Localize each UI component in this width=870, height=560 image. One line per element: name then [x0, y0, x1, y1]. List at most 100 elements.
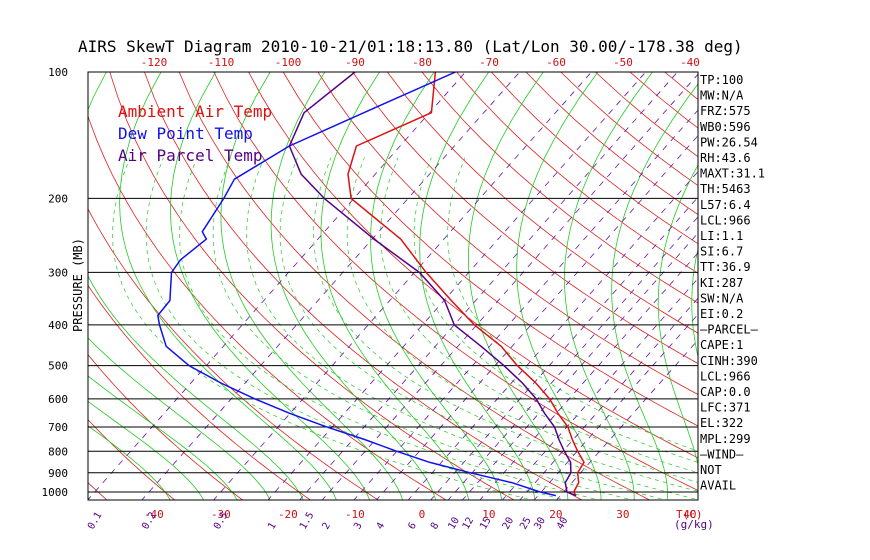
- bottom-temp-tick: 20: [549, 508, 562, 521]
- dry-adiabat-line: [386, 72, 698, 334]
- mixing-ratio-label: 8: [429, 521, 442, 532]
- stat-11: SI:6.7: [700, 245, 743, 259]
- pressure-tick-1000: 1000: [42, 486, 69, 499]
- mixing-ratio-label: 30: [532, 516, 548, 532]
- pressure-tick-700: 700: [48, 421, 68, 434]
- air-parcel-temp-line: [288, 72, 577, 497]
- top-temp-tick: -40: [680, 56, 700, 69]
- top-temp-tick: -60: [546, 56, 566, 69]
- stat-25: NOT: [700, 463, 722, 477]
- top-temp-tick: -120: [141, 56, 168, 69]
- dry-adiabat-line: [456, 72, 698, 274]
- mixing-ratio-label: 40: [555, 516, 571, 532]
- top-temp-tick: -100: [275, 56, 302, 69]
- top-temp-tick: -50: [613, 56, 633, 69]
- stat-16: —PARCEL—: [700, 323, 759, 337]
- mixing-ratio-label: 4: [375, 521, 388, 532]
- stat-13: KI:287: [700, 276, 743, 290]
- moist-adiabat-line: [270, 72, 437, 500]
- plot-frame: [87, 71, 699, 501]
- stat-26: AVAIL: [700, 479, 736, 493]
- bottom-temp-tick: 40: [683, 508, 696, 521]
- legend-air-parcel-temp: Air Parcel Temp: [118, 146, 263, 165]
- mixing-ratio-label: 20: [501, 516, 517, 532]
- stat-8: L57:6.4: [700, 198, 751, 212]
- stat-15: EI:0.2: [700, 307, 743, 321]
- moist-guide-line: [313, 157, 698, 492]
- pressure-tick-200: 200: [48, 192, 68, 205]
- bottom-temp-tick: 0: [419, 508, 426, 521]
- stat-14: SW:N/A: [700, 291, 744, 305]
- stat-12: TT:36.9: [700, 260, 751, 274]
- ambient-air-temp-line: [347, 72, 585, 496]
- moist-guide-line: [279, 157, 698, 500]
- pressure-tick-600: 600: [48, 393, 68, 406]
- stat-9: LCL:966: [700, 213, 751, 227]
- stat-17: CAPE:1: [700, 338, 743, 352]
- mixing-ratio-line: [501, 277, 698, 500]
- mixing-ratio-label: 25: [518, 516, 534, 532]
- pressure-tick-300: 300: [48, 266, 68, 279]
- pressure-axis: 100 200 300 400 500 600 700 800 900 1000: [42, 66, 69, 499]
- mixing-ratio-line: [461, 232, 698, 500]
- mixing-ratio-label: 12: [461, 516, 477, 532]
- moist-adiabat-line: [657, 164, 698, 467]
- dry-adiabat-line: [88, 482, 108, 500]
- mixing-ratio-unit-label: (g/kg): [674, 518, 714, 531]
- bottom-temp-tick: 10: [482, 508, 495, 521]
- mixing-ratio-line: [353, 109, 698, 500]
- pressure-tick-800: 800: [48, 445, 68, 458]
- dry-adiabat-line: [421, 72, 698, 304]
- top-temp-tick: -90: [345, 56, 365, 69]
- stat-6: MAXT:31.1: [700, 167, 765, 181]
- stat-1: MW:N/A: [700, 89, 744, 103]
- stat-2: FRZ:575: [700, 104, 751, 118]
- top-temp-tick: -80: [412, 56, 432, 69]
- mixing-ratio-label: 3: [352, 521, 365, 532]
- dry-adiabat-line: [282, 72, 698, 427]
- profile-series: [157, 72, 585, 497]
- pressure-tick-500: 500: [48, 360, 68, 373]
- moist-guide-line: [145, 157, 568, 500]
- stat-0: TP:100: [700, 73, 743, 87]
- dry-adiabat-line: [491, 72, 698, 245]
- bottom-temp-tick: 30: [616, 508, 629, 521]
- mixing-ratio-line: [447, 216, 698, 500]
- stat-19: LCL:966: [700, 369, 751, 383]
- stat-21: LFC:371: [700, 401, 751, 415]
- pressure-tick-900: 900: [48, 467, 68, 480]
- top-temp-tick: -70: [479, 56, 499, 69]
- mixing-ratio-label: 10: [446, 516, 462, 532]
- moist-guide-line: [413, 157, 698, 463]
- mixing-ratio-label: 2: [320, 521, 333, 532]
- y-axis-label: PRESSURE (MB): [71, 238, 85, 332]
- dry-adiabat-line: [769, 72, 870, 503]
- moist-guide-line: [179, 157, 601, 500]
- stat-7: TH:5463: [700, 182, 751, 196]
- dry-adiabat-line: [352, 72, 698, 365]
- moist-adiabat-line: [564, 72, 653, 500]
- stat-10: LI:1.1: [700, 229, 743, 243]
- moist-adiabat-line: [467, 72, 569, 500]
- top-temperature-axis: -120 -110 -100 -90 -80 -70 -60 -50 -40: [141, 56, 700, 69]
- stat-3: WB0:596: [700, 120, 751, 134]
- stat-22: EL:322: [700, 416, 743, 430]
- mixing-ratio-label: 6: [406, 521, 419, 532]
- mixing-ratio-label: 0.1: [86, 510, 105, 531]
- top-temp-tick: -110: [208, 56, 235, 69]
- dry-adiabat-line: [0, 72, 42, 503]
- moist-guide-line: [246, 157, 668, 500]
- mixing-ratio-line: [267, 72, 646, 500]
- temperature-unit-label: T(C): [676, 508, 703, 521]
- moist-guide-line: [346, 157, 698, 483]
- stat-4: PW:26.54: [700, 135, 758, 149]
- bottom-temp-tick: -30: [211, 508, 231, 521]
- mixing-ratio-label: 1.5: [298, 510, 317, 531]
- bottom-temp-tick: -10: [345, 508, 365, 521]
- moist-guide-line: [212, 157, 635, 500]
- mixing-ratio-line: [479, 252, 698, 500]
- stat-24: —WIND—: [700, 447, 744, 461]
- moist-guide-line: [380, 157, 698, 474]
